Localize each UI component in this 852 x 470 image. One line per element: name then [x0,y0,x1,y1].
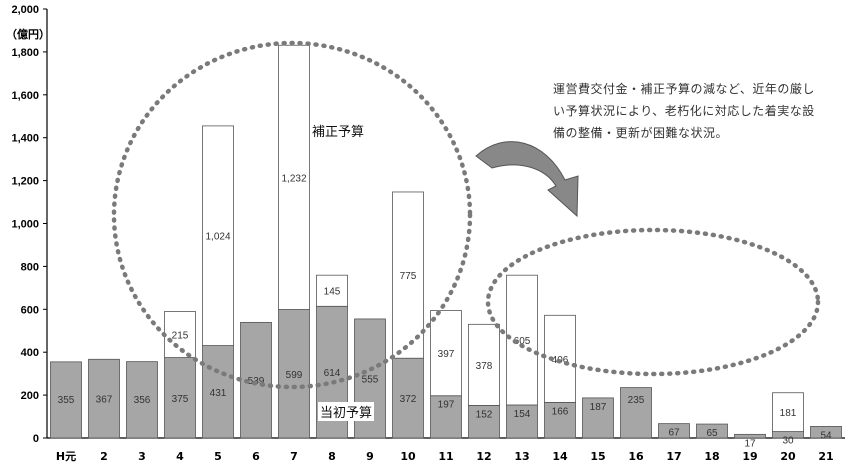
value-label-initial: 599 [286,370,303,381]
highlight-ellipse-left [111,40,473,390]
bar-supplementary [316,274,348,307]
bar-supplementary [506,274,538,406]
value-label-supplementary: 145 [324,287,341,298]
x-tick-label: 2 [100,450,108,463]
x-tick-label: H元 [56,450,76,463]
bar-initial [430,395,462,439]
value-label-supplementary: 605 [514,336,531,347]
value-label-initial: 17 [744,438,756,449]
y-tick-label: 400 [21,347,39,359]
y-tick-label: 1,000 [11,219,39,231]
y-tick-label: 1,200 [11,176,39,188]
value-label-initial: 197 [438,400,455,411]
value-label-initial: 166 [552,406,569,417]
bar-initial [392,357,424,439]
value-label-supplementary: 397 [438,349,455,360]
y-tick-label: 800 [21,261,39,273]
x-tick-label: 13 [514,450,529,463]
bar-initial [126,361,158,439]
x-tick-label: 5 [214,450,222,463]
bar-initial [810,426,842,439]
x-tick-label: 9 [366,450,374,463]
x-tick-label: 12 [476,450,491,463]
y-tick-label: 0 [33,433,39,445]
x-tick-label: 14 [552,450,568,463]
bar-initial [696,423,728,439]
x-tick-label: 8 [328,450,336,463]
value-label-initial: 372 [400,394,417,405]
bar-initial [468,404,500,439]
value-label-initial: 375 [172,394,189,405]
bar-initial [50,361,82,439]
y-tick-label: 2,000 [11,4,39,16]
bar-supplementary [772,392,804,432]
bar-initial [582,397,614,439]
x-tick-label: 19 [742,450,757,463]
x-tick-label: 3 [138,450,146,463]
value-label-initial: 614 [324,368,341,379]
bar-initial [202,345,234,439]
value-label-supplementary: 1,232 [281,173,306,184]
value-label-initial: 355 [58,395,75,406]
value-label-supplementary: 775 [400,271,417,282]
x-tick-label: 10 [400,450,416,463]
value-label-initial: 235 [628,395,645,406]
y-tick-label: 1,800 [11,47,39,59]
bar-initial [506,404,538,439]
bar-initial [164,357,196,439]
bar-supplementary [392,191,424,359]
x-tick-label: 17 [666,450,681,463]
value-label-initial: 152 [476,409,493,420]
bar-initial [658,423,690,439]
bar-supplementary [468,323,500,406]
x-tick-label: 6 [252,450,260,463]
bar-supplementary [278,44,310,310]
value-label-initial: 431 [210,388,227,399]
curved-arrow-icon [475,141,579,218]
x-tick-label: 7 [290,450,298,463]
value-label-initial: 65 [706,428,718,439]
value-label-initial: 356 [134,395,151,406]
annotation-note: 運営費交付金・補正予算の減など、近年の厳しい予算状況により、老朽化に対応した着実… [553,82,815,140]
value-label-supplementary: 378 [476,361,493,372]
x-tick-label: 18 [704,450,719,463]
y-tick-label: 600 [21,304,39,316]
value-label-supplementary: 181 [780,408,797,419]
value-label-initial: 30 [782,436,794,447]
label-initial-budget: 当初予算 [318,402,375,421]
y-tick-label: 1,400 [11,133,39,145]
value-label-initial: 54 [820,430,832,441]
x-tick-label: 11 [438,450,453,463]
y-unit-label: （億円） [6,27,50,41]
value-label-initial: 187 [590,402,607,413]
value-label-initial: 555 [362,374,379,385]
bar-initial [88,358,120,439]
label-supplementary-budget: 補正予算 [312,125,365,140]
value-label-initial: 367 [96,395,113,406]
bar-initial [734,433,766,439]
value-label-supplementary: 1,024 [205,232,230,243]
bar-supplementary [202,125,234,346]
value-label-initial: 154 [514,409,531,420]
y-tick-label: 200 [21,390,39,402]
bar-initial [278,309,310,439]
x-tick-label: 4 [176,450,184,463]
x-tick-label: 21 [818,450,833,463]
x-tick-label: 16 [628,450,644,463]
y-tick-label: 1,600 [11,90,39,102]
x-tick-label: 15 [590,450,605,463]
highlight-ellipse-right [485,227,821,377]
bar-initial [620,387,652,439]
value-label-supplementary: 215 [172,331,189,342]
value-label-initial: 67 [668,428,680,439]
x-tick-label: 20 [780,450,796,463]
bar-supplementary [430,310,462,397]
